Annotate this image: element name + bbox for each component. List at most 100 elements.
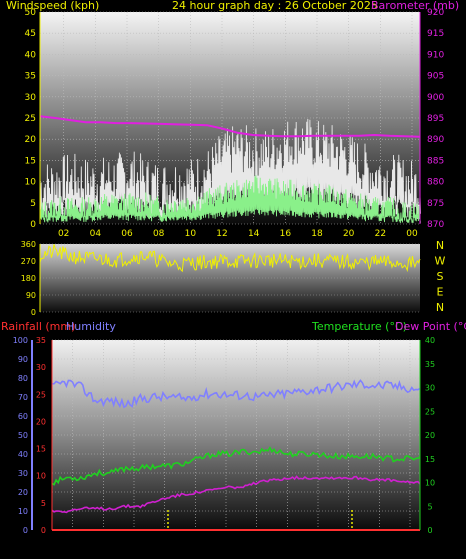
baro-tick-label: 920 — [427, 8, 444, 18]
series-wind-average — [39, 175, 421, 223]
rain-tick-label: 15 — [36, 445, 46, 454]
rain-tick-label: 20 — [36, 417, 46, 426]
hour-tick-label: 08 — [153, 229, 165, 239]
wind-tick-label: 45 — [25, 29, 36, 39]
series-humidity — [51, 379, 421, 409]
humidity-tick-label: 10 — [18, 507, 28, 516]
series-wind-gust — [39, 118, 421, 220]
temp-tick-label: 5 — [427, 502, 432, 511]
humidity-tick-label: 80 — [18, 374, 28, 383]
direction-panel-series — [39, 244, 421, 273]
temp-tick-label: 40 — [425, 336, 435, 345]
hour-tick-label: 02 — [67, 538, 78, 548]
hour-tick-label: 14 — [248, 229, 260, 239]
hour-tick-label: 20 — [343, 538, 355, 548]
wind-tick-label: 10 — [25, 178, 37, 188]
compass-label: N — [436, 301, 444, 314]
baro-tick-label: 880 — [427, 178, 444, 188]
temp-panel-series — [51, 379, 421, 531]
humidity-tick-label: 50 — [18, 431, 28, 440]
temp-tick-label: 15 — [425, 455, 435, 464]
series-barometer — [39, 115, 421, 138]
wind-tick-label: 15 — [25, 156, 36, 166]
hour-tick-label: 20 — [343, 229, 355, 239]
wind-panel-series — [39, 115, 421, 223]
wind-tick-label: 50 — [25, 8, 37, 18]
wind-tick-label: 35 — [25, 72, 36, 82]
hour-tick-label: 22 — [375, 229, 386, 239]
rain-tick-label: 30 — [36, 363, 46, 372]
hour-tick-label: 06 — [121, 229, 133, 239]
rain-tick-label: 35 — [36, 336, 46, 345]
temp-tick-label: 10 — [425, 479, 435, 488]
baro-tick-label: 915 — [427, 29, 444, 39]
direction-tick-label: 0 — [31, 308, 36, 317]
hour-tick-label: 16 — [282, 538, 294, 548]
temp-tick-label: 35 — [425, 360, 435, 369]
baro-tick-label: 895 — [427, 114, 444, 124]
direction-tick-label: 360 — [21, 240, 36, 249]
direction-panel-grid — [40, 243, 420, 313]
wind-tick-label: 30 — [25, 93, 37, 103]
temp-tick-label: 0 — [427, 526, 432, 535]
wind-panel-axes: 0 5 10 15 20 25 30 35 40 45 50 870 875 880 885 890 895 90… — [25, 8, 445, 239]
hour-tick-label: 08 — [159, 538, 171, 548]
hour-tick-label: 10 — [185, 229, 197, 239]
rain-tick-label: 25 — [36, 390, 46, 399]
humidity-tick-label: 40 — [18, 450, 28, 459]
wind-tick-label: 5 — [30, 199, 36, 209]
baro-tick-label: 870 — [427, 220, 444, 230]
rainfall-axis-label: Rainfall (mm) — [1, 320, 75, 333]
rain-tick-label: 5 — [41, 499, 46, 508]
baro-tick-label: 910 — [427, 50, 444, 60]
chart-title: 24 hour graph day : 26 October 2025 — [172, 0, 378, 12]
hour-tick-label: 12 — [220, 538, 231, 548]
dewpoint-axis-label: Dew Point (°C) — [395, 320, 466, 333]
rain-tick-label: 10 — [36, 472, 46, 481]
humidity-tick-label: 70 — [18, 393, 28, 402]
baro-tick-label: 900 — [427, 93, 444, 103]
hour-tick-label: 02 — [58, 229, 69, 239]
hour-tick-label: 22 — [374, 538, 385, 548]
windspeed-axis-label: Windspeed (kph) — [6, 0, 99, 12]
hour-tick-label: 18 — [311, 229, 323, 239]
rain-tick-label: 0 — [41, 526, 46, 535]
direction-tick-label: 180 — [21, 274, 36, 283]
temp-tick-label: 20 — [425, 431, 435, 440]
direction-tick-label: 270 — [21, 257, 36, 266]
temp-tick-label: 30 — [425, 384, 435, 393]
temperature-axis-label: Temperature (°C) — [311, 320, 407, 333]
hour-tick-label: 04 — [90, 229, 102, 239]
hour-tick-label: 10 — [190, 538, 202, 548]
humidity-tick-label: 60 — [18, 412, 28, 421]
direction-tick-label: 90 — [26, 291, 36, 300]
hour-tick-label: 12 — [216, 229, 227, 239]
humidity-tick-label: 90 — [18, 355, 28, 364]
baro-tick-label: 905 — [427, 72, 444, 82]
baro-tick-label: 890 — [427, 135, 444, 145]
compass-label: W — [435, 255, 446, 268]
compass-label: S — [437, 270, 444, 283]
hour-tick-label: 06 — [128, 538, 140, 548]
temp-panel-axes: 0102030405060708090100051015202530350510… — [13, 336, 435, 548]
series-dew-point — [51, 475, 421, 514]
wind-tick-label: 40 — [25, 50, 37, 60]
hour-tick-label: 14 — [251, 538, 263, 548]
compass-label: N — [436, 239, 444, 252]
hour-tick-label: 04 — [98, 538, 110, 548]
humidity-tick-label: 20 — [18, 488, 28, 497]
hour-tick-label: 00 — [406, 229, 418, 239]
humidity-tick-label: 30 — [18, 469, 28, 478]
sunset-marker-label: Sunset — [341, 536, 372, 546]
barometer-axis-label: Barometer (mb) — [371, 0, 459, 12]
hour-tick-label: 16 — [280, 229, 292, 239]
baro-tick-label: 875 — [427, 199, 444, 209]
baro-tick-label: 885 — [427, 156, 444, 166]
wind-tick-label: 20 — [25, 135, 37, 145]
humidity-axis-label: Humidity — [66, 320, 116, 333]
wind-tick-label: 25 — [25, 114, 36, 124]
hour-tick-label: 18 — [312, 538, 324, 548]
